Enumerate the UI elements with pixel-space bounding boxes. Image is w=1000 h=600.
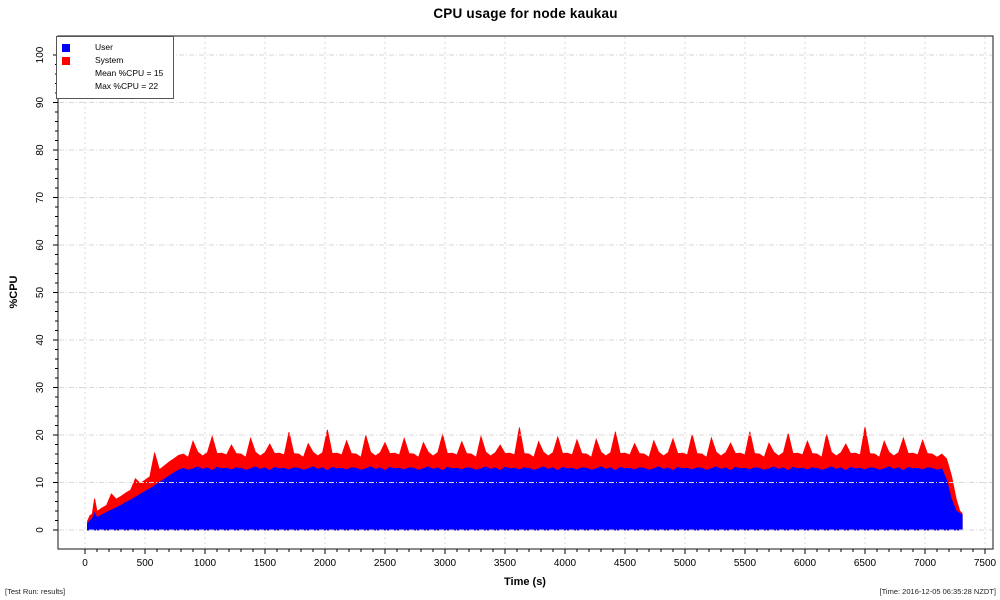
axis-tick-labels: 0 500 1000 1500 2000 2500 3000 3500 4000 4500 5000… (35, 46, 997, 569)
y-tick-label: 100 (35, 46, 46, 63)
user-area-polygon (87, 466, 963, 531)
x-tick-label: 5500 (734, 558, 757, 569)
y-tick-label: 30 (35, 382, 46, 394)
y-tick-label: 20 (35, 429, 46, 441)
y-tick-label: 60 (35, 239, 46, 251)
x-tick-label: 1000 (194, 558, 217, 569)
x-tick-label: 500 (137, 558, 154, 569)
legend-label-system: System (95, 55, 124, 65)
y-tick-label: 90 (35, 97, 46, 109)
x-axis-title: Time (s) (504, 576, 546, 588)
x-tick-label: 7000 (914, 558, 937, 569)
x-tick-label: 4000 (554, 558, 577, 569)
x-tick-label: 6500 (854, 558, 877, 569)
x-tick-label: 0 (82, 558, 88, 569)
system-swatch-icon (62, 56, 70, 65)
y-tick-label: 0 (35, 527, 46, 533)
y-tick-label: 80 (35, 144, 46, 156)
legend-max-note: Max %CPU = 22 (95, 81, 159, 91)
x-tick-label: 3500 (494, 558, 517, 569)
legend-item-system: System (62, 54, 169, 67)
y-tick-label: 40 (35, 334, 46, 346)
x-tick-label: 7500 (974, 558, 997, 569)
stacked-areas (87, 426, 963, 531)
x-tick-label: 2000 (314, 558, 337, 569)
x-tick-label: 3000 (434, 558, 457, 569)
y-tick-label: 50 (35, 287, 46, 299)
x-tick-label: 5000 (674, 558, 697, 569)
y-tick-label: 70 (35, 192, 46, 204)
legend-mean-note: Mean %CPU = 15 (95, 68, 164, 78)
chart-title: CPU usage for node kaukau (433, 6, 618, 21)
horizontal-gridlines (59, 54, 992, 531)
x-tick-label: 2500 (374, 558, 397, 569)
test-run-note: [Test Run: results] (5, 587, 66, 596)
x-tick-label: 6000 (794, 558, 817, 569)
x-tick-label: 4500 (614, 558, 637, 569)
y-axis-title: %CPU (8, 275, 20, 308)
timestamp-note: [Time: 2016-12-05 06:35:28 NZDT] (879, 587, 996, 596)
y-tick-label: 10 (35, 477, 46, 489)
legend: User System Mean %CPU = 15 Max %CPU = 22 (56, 36, 174, 99)
legend-item-user: User (62, 41, 169, 54)
user-swatch-icon (62, 43, 70, 52)
x-tick-label: 1500 (254, 558, 277, 569)
legend-label-user: User (95, 42, 113, 52)
